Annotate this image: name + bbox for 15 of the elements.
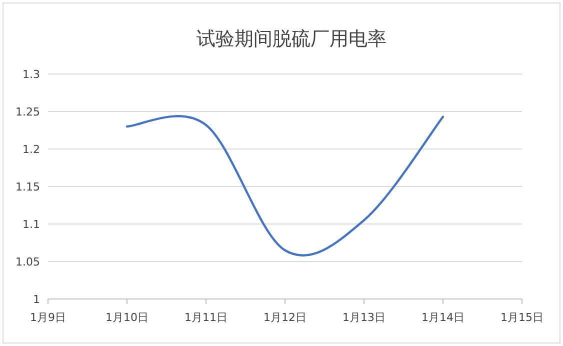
y-tick-label: 1.25	[16, 106, 40, 118]
x-tick-label: 1月13日	[342, 311, 386, 324]
x-tick-label: 1月12日	[264, 311, 306, 324]
x-tick-label: 1月11日	[184, 311, 228, 324]
y-tick-label: 1.05	[16, 256, 40, 268]
x-tick-label: 1月15日	[500, 311, 544, 324]
x-tick-label: 1月10日	[106, 311, 148, 324]
chart-title: 试验期间脱硫厂用电率	[196, 28, 386, 50]
y-tick-label: 1.1	[22, 218, 40, 231]
x-tick-label: 1月14日	[422, 311, 464, 324]
y-tick-label: 1.15	[16, 180, 40, 194]
y-tick-label: 1.3	[22, 68, 40, 81]
y-tick-label: 1	[33, 293, 40, 306]
y-tick-label: 1.2	[22, 143, 40, 156]
x-tick-label: 1月9日	[30, 311, 66, 324]
